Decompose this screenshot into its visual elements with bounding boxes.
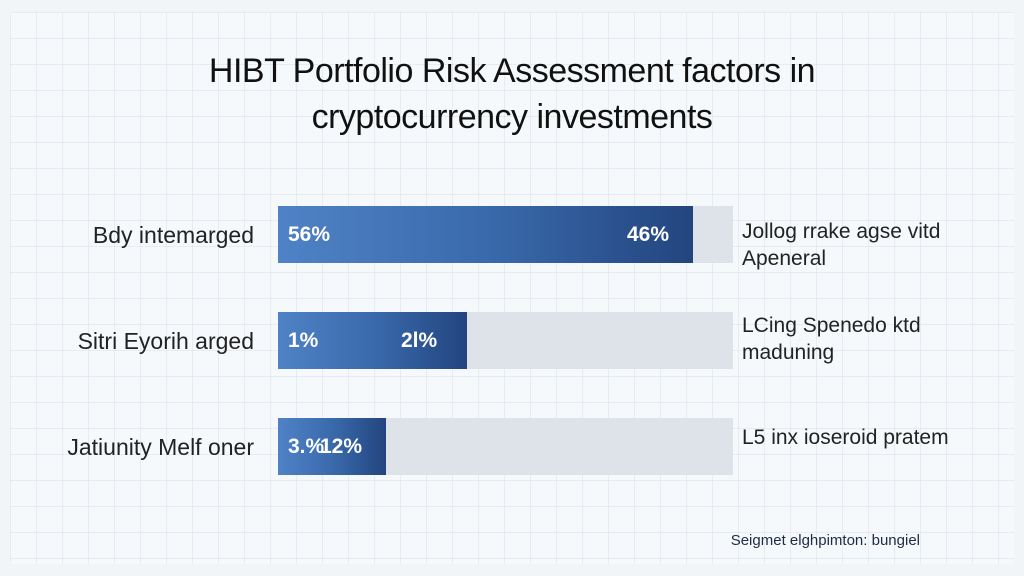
bar-annotation: Jollog rrake agse vitd Apeneral [742,220,941,270]
chart-title: HIBT Portfolio Risk Assessment factors i… [208,52,816,136]
bar-annotation: L5 inx ioseroid pratem [742,426,949,449]
bar [278,206,693,263]
value-label-right: 46% [627,223,670,246]
value-label-left: 56% [288,223,331,246]
category-label: Jatiunity Melf oner [67,434,254,460]
value-label-right: 12% [320,435,363,458]
value-label-left: 3.% [288,435,325,458]
bar [278,418,386,475]
value-label-left: 1% [288,329,319,352]
bar-annotation: LCing Spenedo ktd maduning [742,314,921,364]
category-label: Bdy intemarged [92,222,254,248]
bar [278,312,467,369]
chart-footer: Seigmet elghpimton: bungiel [730,532,920,549]
chart-card [10,12,1014,564]
value-label-right: 2l% [401,329,438,352]
category-label: Sitri Eyorih arged [77,328,254,354]
